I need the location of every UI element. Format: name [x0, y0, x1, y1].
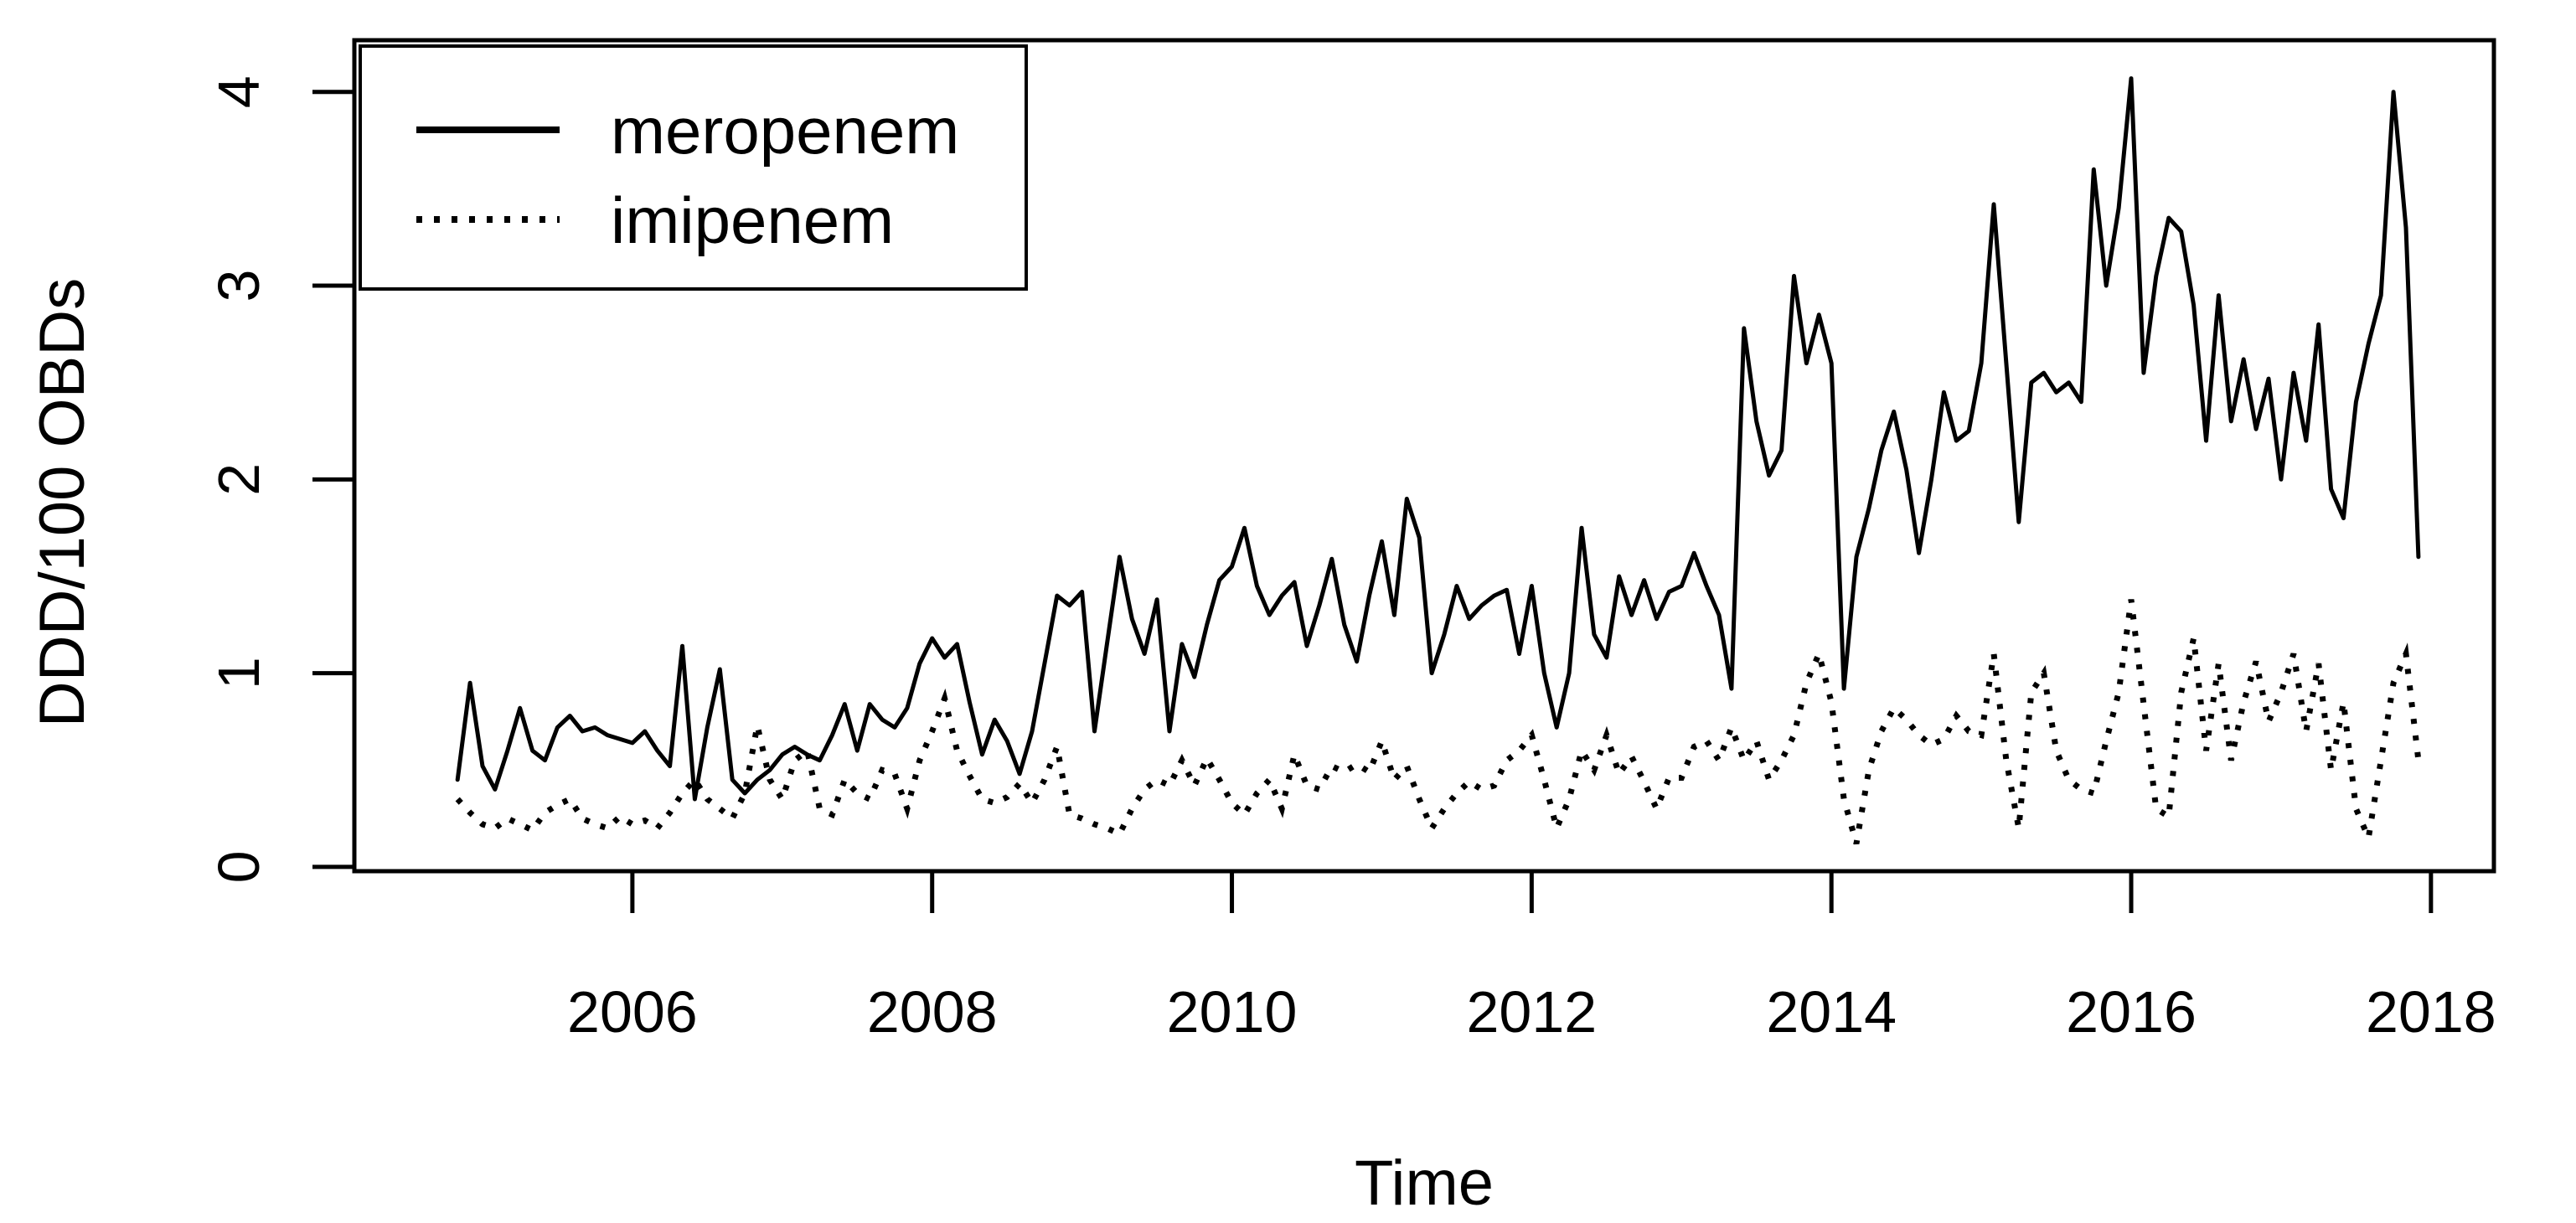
- y-tick-label: 4: [206, 75, 271, 108]
- plot-box: [352, 38, 2496, 874]
- legend-box: [359, 44, 1028, 291]
- y-axis-labels: 0 1 2 3 4: [206, 75, 271, 883]
- legend-label-imipenem: imipenem: [611, 183, 894, 257]
- x-tick-label: 2014: [1766, 979, 1897, 1045]
- imipenem-line: [455, 599, 2422, 849]
- x-tick-label: 2018: [2366, 979, 2496, 1045]
- x-tick-label: 2016: [2066, 979, 2197, 1045]
- y-tick-label: 1: [206, 657, 271, 689]
- x-tick-label: 2006: [567, 979, 698, 1045]
- meropenem-line: [455, 76, 2421, 802]
- x-tick-label: 2010: [1167, 979, 1298, 1045]
- x-axis-ticks: [630, 871, 2434, 913]
- y-tick-label: 3: [206, 270, 271, 302]
- y-tick-label: 2: [206, 463, 271, 496]
- legend: meropenem imipenem: [359, 44, 1028, 291]
- x-axis-title: Time: [1355, 1148, 1494, 1219]
- y-axis-title: DDD/100 OBDs: [27, 278, 98, 727]
- y-tick-label: 0: [206, 850, 271, 883]
- series-lines: [455, 76, 2422, 849]
- x-tick-label: 2008: [867, 979, 998, 1045]
- legend-label-meropenem: meropenem: [611, 94, 959, 168]
- y-axis-ticks: [312, 90, 354, 870]
- x-tick-label: 2012: [1467, 979, 1598, 1045]
- x-axis-labels: 2006 2008 2010 2012 2014 2016 2018: [567, 979, 2496, 1045]
